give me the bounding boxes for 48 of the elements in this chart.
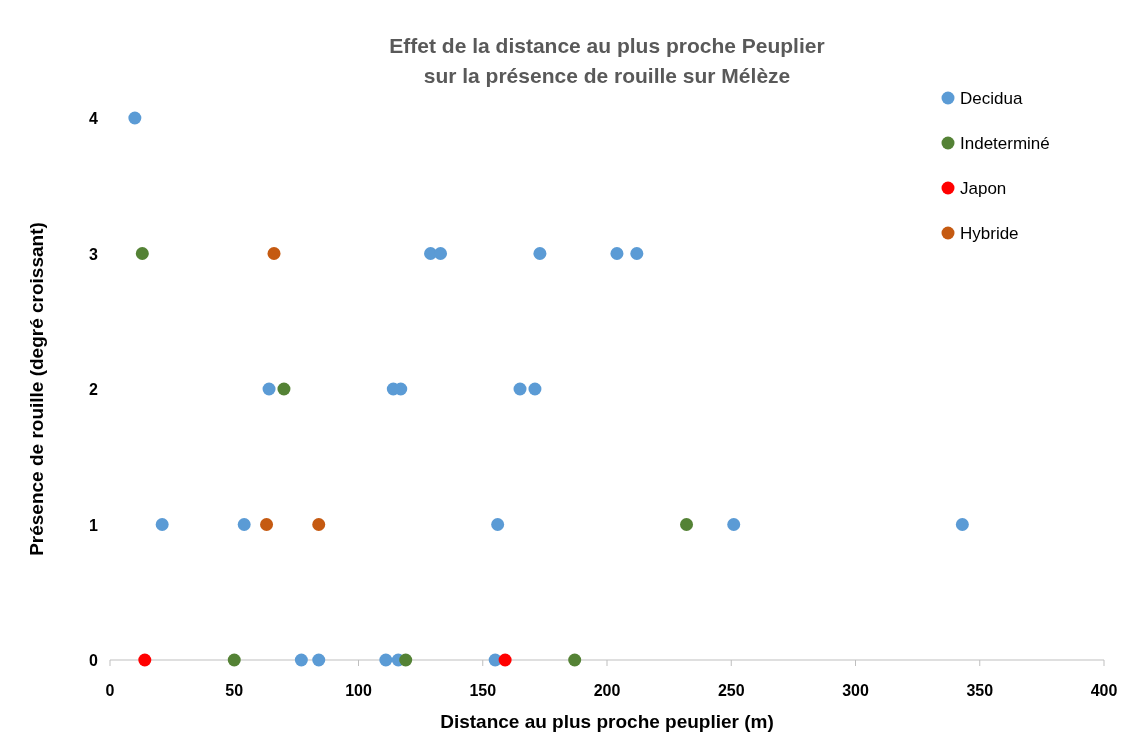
point [491, 518, 505, 531]
point [237, 518, 251, 531]
y-tick-label: 4 [89, 110, 99, 127]
legend-label: Hybride [960, 224, 1019, 243]
x-axis-title: Distance au plus proche peuplier (m) [440, 711, 774, 732]
point [277, 382, 291, 396]
point [312, 653, 326, 667]
x-tick-label: 250 [717, 682, 745, 699]
point [260, 518, 274, 531]
point [680, 518, 694, 531]
point [498, 653, 512, 667]
legend-label: Japon [960, 179, 1007, 198]
chart-title: Effet de la distance au plus proche Peuplier sur la présence de rouille sur Mélèze [389, 34, 825, 87]
point [267, 247, 281, 260]
point [294, 653, 308, 667]
x-tick-label: 50 [225, 682, 244, 699]
point [955, 518, 969, 531]
y-axis-title: Présence de rouille (degré croissant) [26, 222, 47, 556]
x-tick-label: 400 [1090, 682, 1118, 699]
x-tick-label: 0 [105, 682, 115, 699]
point [128, 111, 142, 125]
point [610, 247, 624, 260]
point [138, 653, 152, 667]
x-tick-label: 200 [593, 682, 621, 699]
x-tick-label: 300 [842, 682, 869, 699]
point [262, 382, 276, 396]
legend-label: Decidua [960, 89, 1023, 108]
point [727, 518, 741, 531]
point [568, 653, 582, 667]
point [379, 653, 393, 667]
point [135, 247, 149, 260]
x-tick-label: 350 [966, 682, 994, 699]
y-tick-label: 3 [89, 245, 99, 263]
point [630, 247, 644, 260]
point [155, 518, 169, 531]
point [434, 247, 448, 260]
x-tick-label: 150 [469, 682, 497, 699]
x-tick-label: 100 [345, 682, 372, 699]
point [399, 653, 413, 667]
point [312, 518, 326, 531]
y-tick-label: 0 [89, 652, 99, 669]
point [533, 247, 547, 260]
point [227, 653, 241, 667]
y-tick-label: 1 [89, 516, 99, 534]
point [528, 382, 542, 396]
y-tick-label: 2 [89, 381, 99, 398]
point [513, 382, 527, 396]
legend-label: Indeterminé [960, 134, 1050, 153]
